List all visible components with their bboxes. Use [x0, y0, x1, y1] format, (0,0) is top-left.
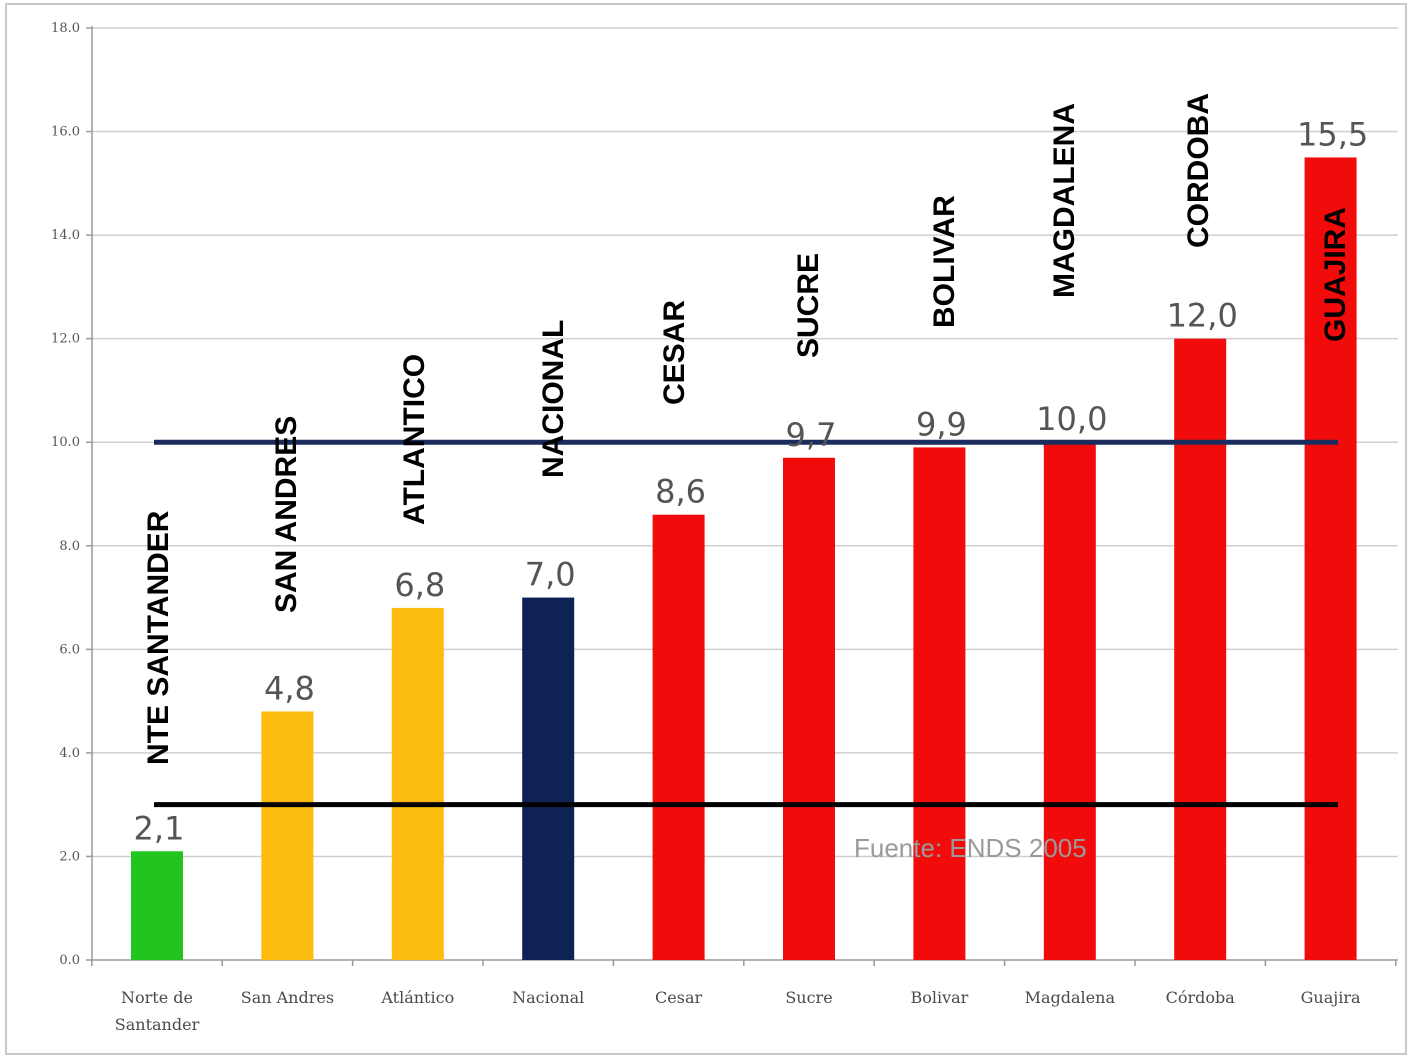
bar-4 — [522, 597, 575, 960]
chart-border — [5, 3, 1407, 1055]
category-label-7: Bolivar — [910, 988, 968, 1007]
bar-3 — [391, 607, 444, 960]
data-label-6: 9,7 — [786, 416, 837, 454]
bar-2 — [261, 711, 314, 960]
bar-5 — [652, 514, 705, 960]
category-label-5: Cesar — [655, 988, 702, 1007]
category-label-1: Norte de — [121, 988, 193, 1007]
category-label-1: Santander — [115, 1015, 200, 1034]
y-tick-label: 4.0 — [59, 746, 80, 761]
bar-10 — [1304, 157, 1357, 960]
data-label-3: 6,8 — [394, 566, 445, 604]
category-label-9: Córdoba — [1166, 988, 1236, 1007]
y-tick-label: 10.0 — [51, 435, 80, 450]
region-label-8: MAGDALENA — [1048, 103, 1081, 298]
y-tick-label: 0.0 — [59, 953, 80, 968]
bar-8 — [1043, 442, 1096, 960]
y-tick-label: 16.0 — [51, 125, 80, 140]
region-label-6: SUCRE — [792, 253, 825, 358]
bar-7 — [913, 447, 966, 960]
y-axis-tick-labels: 0.0 2.0 4.0 6.0 8.0 10.0 12.0 14.0 16.0 18.0 — [51, 21, 80, 968]
category-label-6: Sucre — [785, 988, 832, 1007]
data-label-2: 4,8 — [264, 669, 315, 707]
region-label-1: NTE SANTANDER — [142, 510, 175, 765]
category-label-3: Atlántico — [380, 988, 454, 1007]
region-label-7: BOLIVAR — [928, 195, 961, 328]
reference-lines — [154, 439, 1338, 808]
region-label-9: CORDOBA — [1182, 93, 1215, 248]
data-label-10: 15,5 — [1297, 115, 1368, 153]
y-tick-label: 6.0 — [59, 642, 80, 657]
data-label-5: 8,6 — [655, 473, 706, 511]
region-label-5: CESAR — [658, 300, 691, 405]
data-label-1: 2,1 — [134, 809, 185, 847]
x-axis-tick-labels: Norte de Santander San Andres Atlántico Naci… — [115, 988, 1361, 1034]
y-tick-label: 14.0 — [51, 228, 80, 243]
y-tick-label: 12.0 — [51, 332, 80, 347]
y-tick-label: 18.0 — [51, 21, 80, 36]
category-label-8: Magdalena — [1025, 988, 1116, 1007]
region-label-10: GUAJIRA — [1319, 207, 1352, 342]
category-label-4: Nacional — [512, 988, 584, 1007]
bar-9 — [1174, 338, 1227, 961]
y-tick-label: 2.0 — [59, 849, 80, 864]
region-labels: NTE SANTANDER SAN ANDRES ATLANTICO NACIONAL… — [142, 93, 1352, 765]
bar-1 — [131, 851, 183, 960]
data-label-8: 10,0 — [1036, 400, 1107, 438]
data-label-4: 7,0 — [525, 556, 576, 594]
y-tick-label: 8.0 — [59, 539, 80, 554]
category-label-2: San Andres — [241, 988, 334, 1007]
data-label-9: 12,0 — [1167, 297, 1238, 335]
region-label-2: SAN ANDRES — [270, 416, 303, 613]
region-label-4: NACIONAL — [537, 320, 570, 478]
data-labels: 2,1 4,8 6,8 7,0 8,6 9,7 9,9 10,0 12,0 15,5 — [134, 115, 1369, 847]
bar-6 — [783, 457, 835, 960]
source-note: Fuente: ENDS 2005 — [854, 833, 1087, 863]
category-label-10: Guajira — [1301, 988, 1361, 1007]
data-label-7: 9,9 — [916, 405, 967, 443]
region-label-3: ATLANTICO — [398, 354, 431, 525]
